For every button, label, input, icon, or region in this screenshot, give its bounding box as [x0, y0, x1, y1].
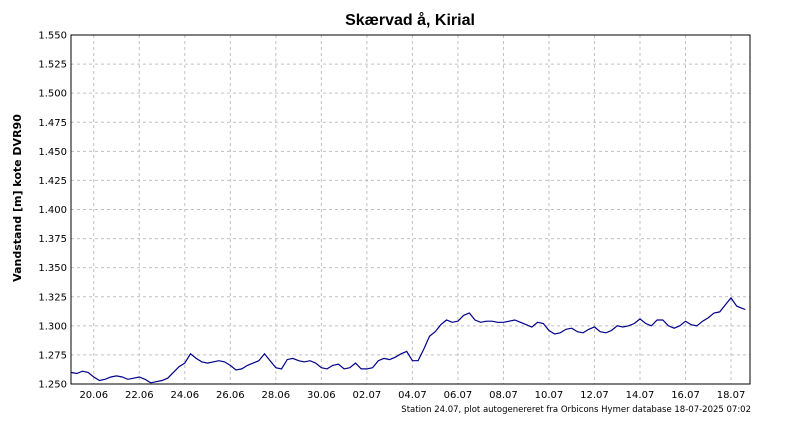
y-tick-label: 1.350 [38, 263, 67, 274]
y-tick-label: 1.300 [38, 321, 67, 332]
y-tick-label: 1.375 [38, 234, 67, 245]
y-tick-label: 1.450 [38, 147, 67, 158]
chart-footer: Station 24.07, plot autogenereret fra Or… [401, 405, 751, 415]
x-tick-label: 12.07 [580, 390, 609, 401]
x-tick-label: 16.07 [671, 390, 700, 401]
y-tick-label: 1.550 [38, 31, 67, 42]
grid-lines [71, 35, 750, 384]
x-tick-label: 08.07 [489, 390, 518, 401]
y-tick-label: 1.425 [38, 176, 67, 187]
x-tick-label: 14.07 [626, 390, 655, 401]
y-tick-label: 1.275 [38, 350, 67, 361]
x-tick-label: 22.06 [125, 390, 154, 401]
y-tick-label: 1.500 [38, 89, 67, 100]
series-layer [70, 296, 746, 384]
x-tick-label: 06.07 [444, 390, 473, 401]
x-tick-label: 18.07 [717, 390, 746, 401]
y-tick-labels: 1.550 1.525 1.500 1.475 1.450 1.425 1.400 1.375… [38, 31, 67, 391]
x-tick-label: 24.06 [170, 390, 199, 401]
x-tick-label: 20.06 [79, 390, 108, 401]
y-tick-label: 1.475 [38, 118, 67, 129]
x-tick-label: 04.07 [398, 390, 427, 401]
plot-frame [70, 34, 751, 385]
x-tick-labels: 20.06 22.06 24.06 26.06 28.06 30.06 02.07 04.07… [79, 390, 745, 401]
y-axis-label: Vandstand [m] kote DVR90 [11, 114, 24, 282]
x-tick-label: 30.06 [307, 390, 336, 401]
water-level-line [70, 296, 746, 384]
chart-title: Skærvad å, Kirial [345, 11, 475, 29]
y-tick-label: 1.250 [38, 380, 67, 391]
x-tick-label: 26.06 [216, 390, 245, 401]
y-tick-label: 1.400 [38, 205, 67, 216]
y-tick-label: 1.525 [38, 60, 67, 71]
x-tick-label: 28.06 [262, 390, 291, 401]
x-tick-label: 10.07 [535, 390, 564, 401]
x-tick-label: 02.07 [353, 390, 382, 401]
y-tick-label: 1.325 [38, 292, 67, 303]
